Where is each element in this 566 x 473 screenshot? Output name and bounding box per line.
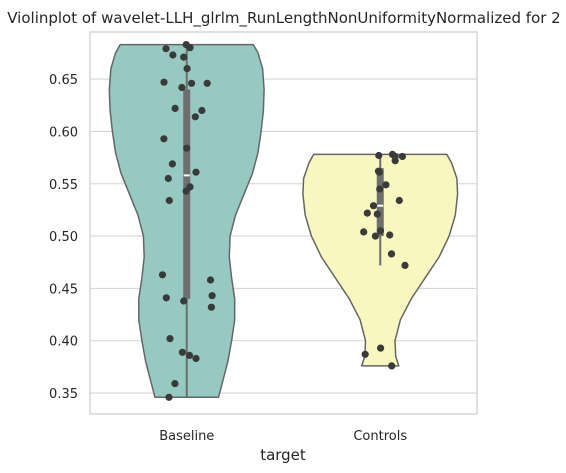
data-point (171, 104, 179, 112)
data-point (180, 297, 188, 305)
data-point (168, 160, 176, 168)
y-tick-labels: 0.35 0.40 0.45 0.50 0.55 0.60 0.65 (49, 73, 78, 402)
data-point (360, 228, 368, 236)
data-point (369, 202, 378, 210)
data-point (198, 106, 206, 115)
x-tick-labels: Baseline Controls (159, 429, 407, 444)
data-point (386, 231, 394, 239)
y-tick-label: 0.45 (49, 282, 78, 297)
chart-title: Violinplot of wavelet-LLH_glrlm_RunLengt… (7, 9, 560, 28)
y-tick-label: 0.60 (49, 125, 78, 140)
data-point (171, 380, 179, 388)
data-point (376, 185, 384, 193)
data-point (180, 53, 188, 61)
x-tick-label: Baseline (159, 429, 214, 444)
data-point (375, 168, 383, 176)
data-point (401, 261, 409, 269)
y-tick-label: 0.40 (49, 335, 78, 350)
data-point (183, 65, 191, 73)
data-point (373, 210, 381, 218)
data-point (375, 151, 383, 160)
data-point (395, 196, 403, 205)
data-point (169, 51, 177, 59)
data-point (165, 196, 173, 205)
x-tick-label: Controls (353, 429, 407, 444)
data-point (178, 83, 186, 92)
data-point (203, 79, 211, 87)
data-point (162, 45, 170, 53)
data-point (377, 344, 385, 352)
data-point (382, 181, 390, 189)
data-point (178, 348, 186, 356)
data-point (376, 227, 385, 235)
data-point (207, 303, 215, 311)
iqr-box-controls (376, 168, 384, 237)
violins (108, 43, 459, 399)
y-tick-label: 0.35 (49, 387, 78, 402)
points (158, 41, 409, 401)
data-point (387, 250, 396, 258)
data-point (160, 78, 168, 86)
data-point (162, 294, 170, 302)
y-tick-label: 0.55 (49, 178, 78, 193)
data-point (391, 157, 399, 165)
data-point (191, 113, 199, 121)
y-tick-label: 0.65 (49, 73, 78, 88)
data-point (363, 209, 371, 217)
data-point (166, 335, 174, 343)
plot-frame (89, 31, 478, 415)
data-point (206, 276, 215, 284)
data-point (164, 174, 172, 183)
data-point (192, 168, 200, 176)
data-point (165, 393, 173, 401)
data-point (371, 232, 379, 240)
data-point (208, 292, 216, 300)
data-point (188, 79, 196, 87)
y-tick-label: 0.50 (49, 230, 78, 245)
data-point (192, 354, 200, 363)
data-point (182, 187, 190, 195)
data-point (398, 152, 406, 161)
data-point (158, 271, 167, 279)
data-point (185, 351, 194, 359)
data-point (183, 144, 191, 152)
data-point (160, 135, 168, 143)
data-point (361, 350, 369, 358)
data-point (186, 44, 194, 52)
x-axis-label: target (260, 446, 306, 464)
data-point (388, 362, 396, 370)
